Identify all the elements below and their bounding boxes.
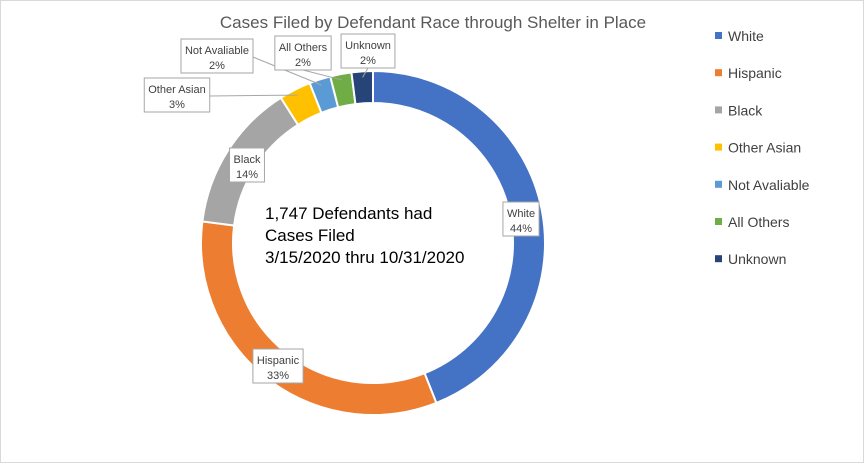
slice-white: [372, 69, 547, 405]
legend-label: Other Asian: [728, 140, 801, 156]
callout-box: [229, 147, 265, 183]
callout-black: Black 14%: [229, 147, 265, 183]
legend-label: Unknown: [728, 251, 786, 267]
callout-box: [180, 38, 254, 74]
slice-unknown: [350, 69, 374, 106]
callout-hispanic: Hispanic 33%: [252, 348, 304, 384]
callout-category: Not Avaliable: [185, 45, 249, 57]
chart-title: Cases Filed by Defendant Race through Sh…: [220, 13, 646, 32]
callout-category: Hispanic: [257, 355, 300, 367]
callout-box: [252, 348, 304, 384]
legend-label: White: [728, 28, 764, 44]
legend-item-all-others: All Others: [715, 214, 789, 230]
center-text-line-2: Cases Filed: [265, 226, 355, 245]
legend-item-other-asian: Other Asian: [715, 140, 801, 156]
callout-percent: 44%: [510, 223, 532, 235]
callout-percent: 14%: [236, 169, 258, 181]
legend-label: All Others: [728, 214, 789, 230]
center-text-line-1: 1,747 Defendants had: [265, 204, 432, 223]
callout-percent: 33%: [267, 370, 289, 382]
legend-label: Not Avaliable: [728, 177, 810, 193]
callout-category: Unknown: [345, 40, 391, 52]
callout-box: [340, 33, 396, 69]
callout-percent: 3%: [169, 99, 185, 111]
callout-white: White 44%: [502, 201, 540, 237]
leader-line-other-asian: [209, 94, 298, 97]
callout-box: [143, 77, 211, 113]
legend-swatch: [715, 218, 722, 225]
legend-swatch: [715, 32, 722, 39]
callout-percent: 2%: [209, 60, 225, 72]
data-label-callouts: White 44% Hispanic 33% Black 14% Other Asian 3%…: [143, 33, 540, 384]
callout-leader-lines: [209, 56, 369, 97]
legend-swatch: [715, 180, 722, 188]
leader-line-all-others: [302, 69, 343, 81]
callout-box: [502, 201, 540, 237]
callout-category: All Others: [279, 42, 328, 54]
center-text-line-3: 3/15/2020 thru 10/31/2020: [265, 248, 464, 267]
legend-swatch: [715, 143, 722, 151]
legend-swatch: [715, 106, 722, 114]
callout-other-asian: Other Asian 3%: [143, 77, 211, 113]
legend-swatch: [715, 255, 722, 263]
callout-category: Other Asian: [148, 84, 205, 96]
legend: White Hispanic Black Other Asian Not Avaliab…: [715, 28, 810, 267]
callout-unknown: Unknown 2%: [340, 33, 396, 69]
legend-item-white: White: [715, 28, 764, 44]
callout-all-others: All Others 2%: [274, 35, 332, 71]
legend-item-black: Black: [715, 102, 763, 118]
legend-item-not-avaliable: Not Avaliable: [715, 177, 810, 193]
callout-category: Black: [234, 154, 261, 166]
callout-percent: 2%: [360, 55, 376, 67]
legend-item-unknown: Unknown: [715, 251, 786, 267]
leader-line-not-avaliable: [252, 56, 322, 86]
callout-box: [274, 35, 332, 71]
callout-percent: 2%: [295, 57, 311, 69]
callout-category: White: [507, 208, 535, 220]
callout-not-avaliable: Not Avaliable 2%: [180, 38, 254, 74]
legend-label: Black: [728, 102, 763, 118]
leader-line-unknown: [362, 67, 369, 78]
legend-swatch: [715, 69, 722, 77]
legend-label: Hispanic: [728, 65, 782, 81]
legend-item-hispanic: Hispanic: [715, 65, 782, 81]
